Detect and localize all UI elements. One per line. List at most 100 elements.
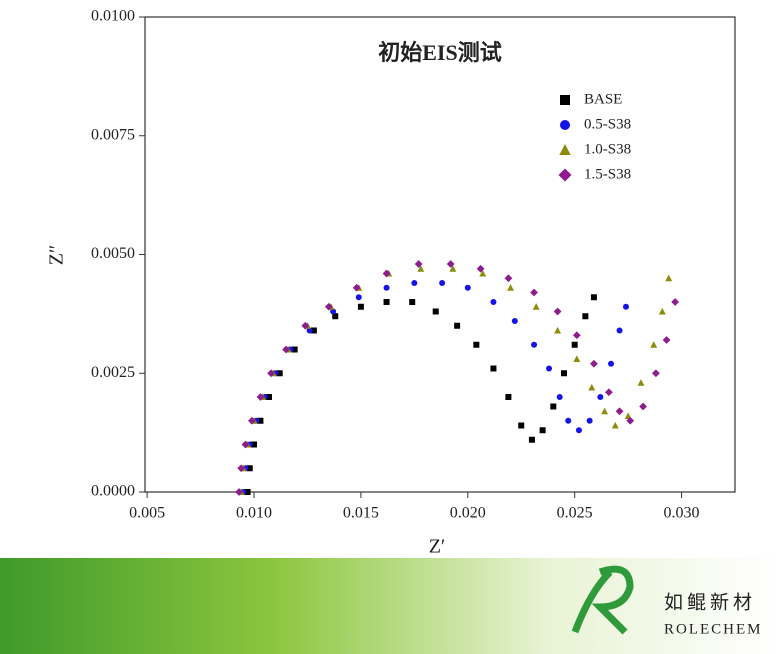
marker-circle xyxy=(464,284,471,291)
marker-square xyxy=(550,403,557,410)
marker-square xyxy=(582,313,589,320)
marker-diamond xyxy=(652,369,660,378)
marker-square xyxy=(409,299,416,305)
x-tick-label: 0.010 xyxy=(236,505,272,522)
marker-diamond xyxy=(553,307,562,316)
marker-circle xyxy=(439,280,446,286)
marker-diamond xyxy=(615,407,624,416)
marker-triangle xyxy=(479,269,487,277)
marker-diamond xyxy=(504,274,513,283)
marker-square xyxy=(332,313,339,320)
marker-square xyxy=(276,370,283,377)
chart-title: 初始EIS测试 xyxy=(378,40,501,65)
marker-square xyxy=(539,427,546,434)
marker-diamond xyxy=(241,440,250,449)
marker-diamond xyxy=(572,331,581,340)
x-tick-label: 0.030 xyxy=(664,505,700,522)
marker-triangle xyxy=(554,326,562,334)
logo-mark xyxy=(571,565,634,635)
marker-diamond xyxy=(235,488,243,496)
marker-circle xyxy=(490,299,497,305)
marker-triangle xyxy=(611,421,619,429)
marker-square xyxy=(383,299,390,305)
marker-circle xyxy=(546,365,553,372)
marker-circle xyxy=(556,394,563,400)
marker-square xyxy=(518,422,525,429)
marker-diamond xyxy=(256,393,265,401)
marker-triangle xyxy=(650,341,658,348)
marker-circle xyxy=(355,294,362,301)
marker-circle xyxy=(616,327,623,334)
marker-triangle xyxy=(449,265,457,272)
marker-circle xyxy=(622,303,629,310)
legend-label: BASE xyxy=(584,91,622,107)
y-tick-label: 0.0000 xyxy=(91,483,135,500)
x-tick-label: 0.005 xyxy=(129,505,165,522)
banner xyxy=(0,558,781,654)
marker-diamond xyxy=(247,416,256,425)
legend-label: 1.0-S38 xyxy=(584,141,631,157)
logo-latin: ROLECHEM xyxy=(664,621,763,637)
marker-diamond xyxy=(626,416,635,425)
x-tick-label: 0.025 xyxy=(557,505,593,522)
marker-diamond xyxy=(237,464,246,473)
y-axis-label: Z″ xyxy=(46,245,68,266)
legend-label: 0.5-S38 xyxy=(584,116,631,132)
marker-square xyxy=(528,436,535,443)
marker-square xyxy=(432,308,439,315)
marker-square xyxy=(310,327,317,334)
marker-triangle xyxy=(601,407,609,415)
marker-diamond xyxy=(382,269,391,278)
marker-circle xyxy=(330,308,337,315)
marker-diamond xyxy=(301,321,310,330)
marker-square xyxy=(246,465,253,472)
marker-diamond xyxy=(324,302,333,311)
marker-square xyxy=(251,441,258,448)
y-tick-label: 0.0075 xyxy=(91,126,135,143)
marker-circle xyxy=(597,394,604,400)
marker-square xyxy=(560,370,567,377)
marker-triangle xyxy=(573,355,581,362)
marker-triangle xyxy=(588,383,596,391)
marker-square xyxy=(560,95,570,105)
marker-square xyxy=(357,303,364,310)
legend-label: 1.5-S38 xyxy=(584,166,631,182)
marker-square xyxy=(571,341,578,348)
marker-circle xyxy=(511,318,518,324)
marker-diamond xyxy=(639,402,647,411)
y-tick-label: 0.0050 xyxy=(91,245,135,262)
marker-diamond xyxy=(671,298,680,306)
x-axis-label: Z′ xyxy=(429,536,446,558)
logo-name: 如鲲新材 xyxy=(664,591,756,613)
marker-triangle xyxy=(532,303,540,310)
marker-diamond xyxy=(558,168,572,182)
marker-square xyxy=(265,394,272,400)
marker-circle xyxy=(411,280,418,286)
x-tick-label: 0.015 xyxy=(343,505,379,522)
plot-frame xyxy=(144,16,736,493)
marker-circle xyxy=(575,427,582,434)
marker-triangle xyxy=(637,379,645,386)
marker-square xyxy=(490,365,497,372)
marker-triangle xyxy=(665,274,673,282)
marker-triangle xyxy=(559,144,571,155)
marker-square xyxy=(590,294,597,301)
marker-square xyxy=(257,417,264,424)
marker-diamond xyxy=(476,264,485,273)
marker-circle xyxy=(531,341,538,348)
marker-circle xyxy=(560,120,570,130)
marker-diamond xyxy=(590,359,598,368)
marker-triangle xyxy=(658,307,666,315)
marker-diamond xyxy=(414,260,423,268)
marker-triangle xyxy=(417,265,425,272)
marker-circle xyxy=(608,360,615,367)
marker-square xyxy=(505,394,512,400)
y-tick-label: 0.0025 xyxy=(91,364,135,381)
marker-circle xyxy=(565,417,572,424)
marker-circle xyxy=(306,327,313,334)
marker-diamond xyxy=(530,288,538,297)
marker-square xyxy=(454,322,461,329)
marker-diamond xyxy=(282,345,290,354)
marker-diamond xyxy=(604,388,613,397)
